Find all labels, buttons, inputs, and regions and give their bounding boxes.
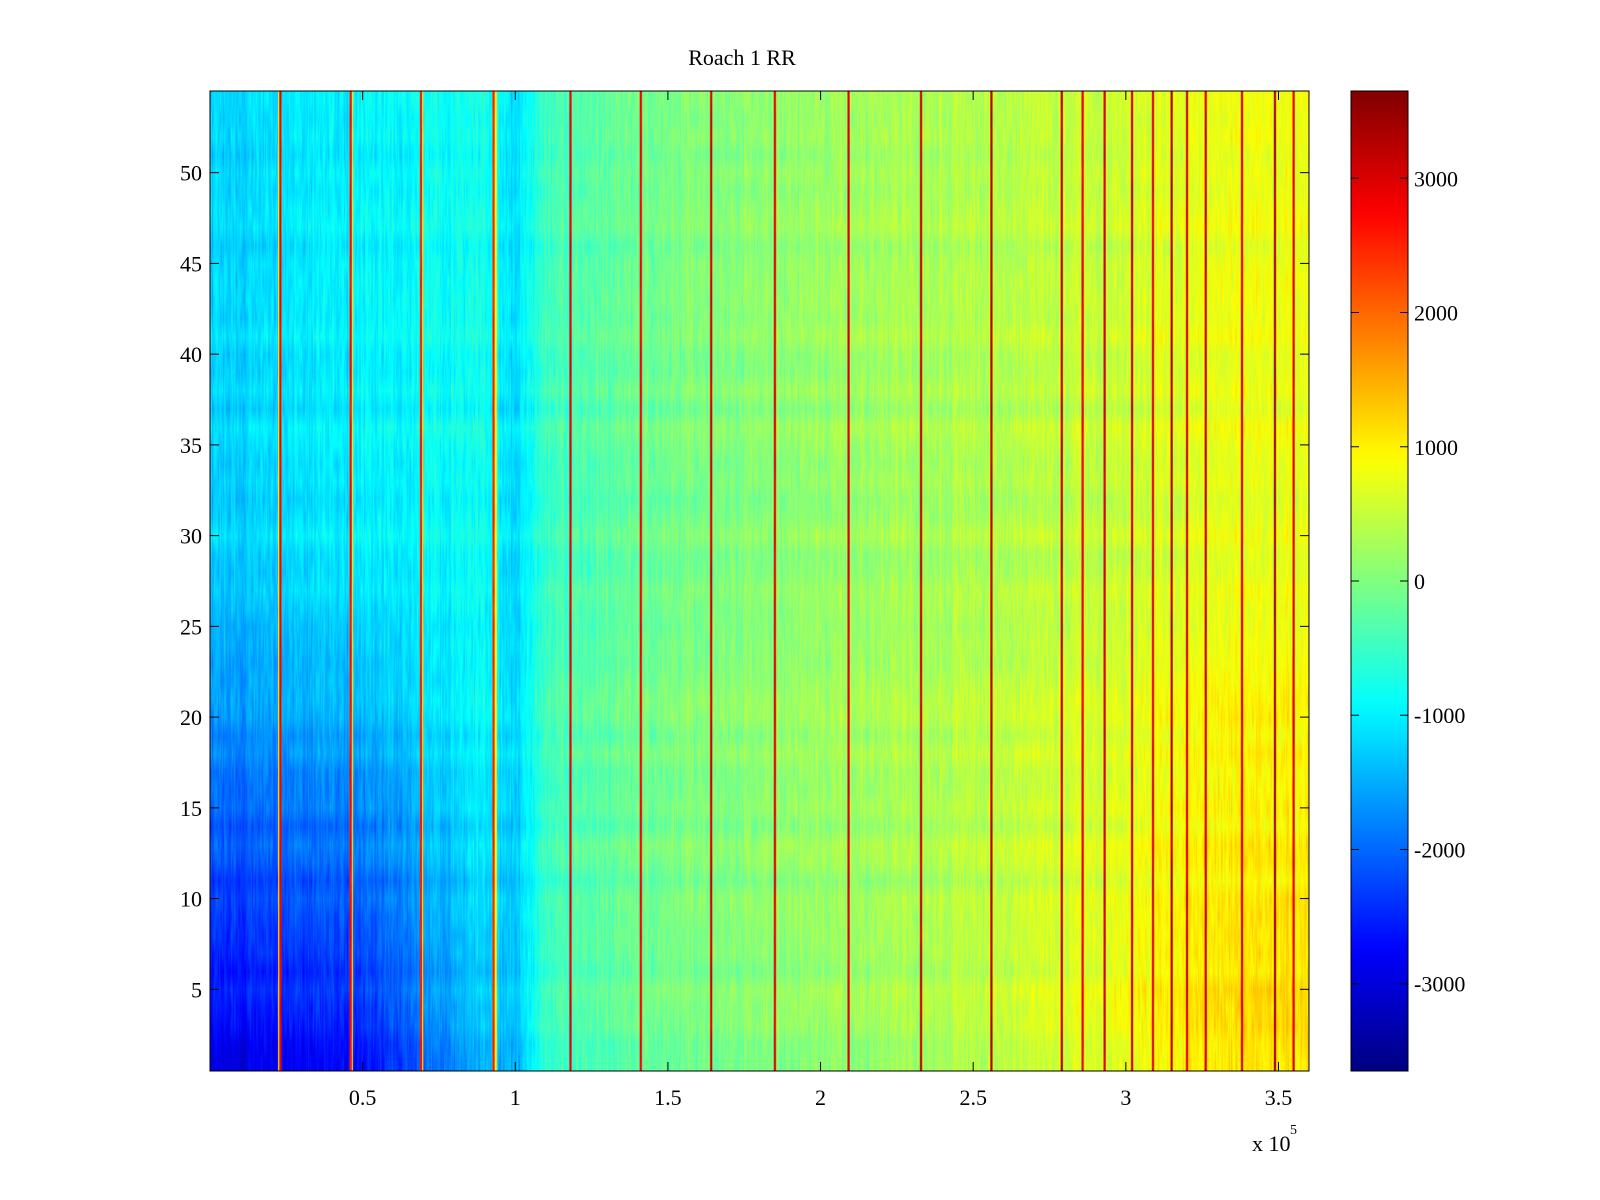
plot-frame [209, 90, 1310, 1072]
y-tick-label: 15 [180, 796, 202, 821]
colorbar-tick-label: 3000 [1414, 166, 1458, 191]
x-axis: 0.5 1 1.5 2 2.5 3 3.5 [349, 91, 1292, 1110]
heatmap-image [210, 91, 1309, 1071]
x-axis-multiplier: x 10 5 [1252, 1123, 1297, 1156]
x-tick-label: 3 [1120, 1085, 1131, 1110]
colorbar-tick-label: -1000 [1414, 703, 1465, 728]
colorbar: -3000 -2000 -1000 0 1000 2000 3000 [1350, 90, 1465, 1072]
colorbar-tick-label: 2000 [1414, 301, 1458, 326]
y-tick-label: 30 [180, 524, 202, 549]
colorbar-tick-label: 1000 [1414, 435, 1458, 460]
y-tick-label: 35 [180, 433, 202, 458]
colorbar-tick-label: 0 [1414, 569, 1425, 594]
x-multiplier-exponent: 5 [1290, 1123, 1297, 1138]
x-tick-label: 3.5 [1265, 1085, 1293, 1110]
y-tick-label: 10 [180, 887, 202, 912]
x-tick-label: 1 [510, 1085, 521, 1110]
x-multiplier-label: x 10 [1252, 1131, 1291, 1156]
y-tick-label: 40 [180, 342, 202, 367]
y-axis: 5 10 15 20 25 30 35 40 45 50 [180, 161, 1309, 1002]
plot-area [209, 90, 1310, 1072]
chart-title: Roach 1 RR [688, 45, 796, 70]
y-tick-label: 45 [180, 251, 202, 276]
colorbar-tick-label: -3000 [1414, 972, 1465, 997]
x-tick-label: 0.5 [349, 1085, 377, 1110]
y-tick-label: 20 [180, 705, 202, 730]
colorbar-tick-label: -2000 [1414, 837, 1465, 862]
colorbar-gradient [1351, 91, 1408, 1071]
y-tick-label: 5 [191, 977, 202, 1002]
x-tick-label: 2.5 [959, 1085, 987, 1110]
x-tick-label: 1.5 [654, 1085, 682, 1110]
y-tick-label: 25 [180, 614, 202, 639]
x-tick-label: 2 [815, 1085, 826, 1110]
y-tick-label: 50 [180, 161, 202, 186]
colorbar-ticks: -3000 -2000 -1000 0 1000 2000 3000 [1351, 166, 1465, 997]
